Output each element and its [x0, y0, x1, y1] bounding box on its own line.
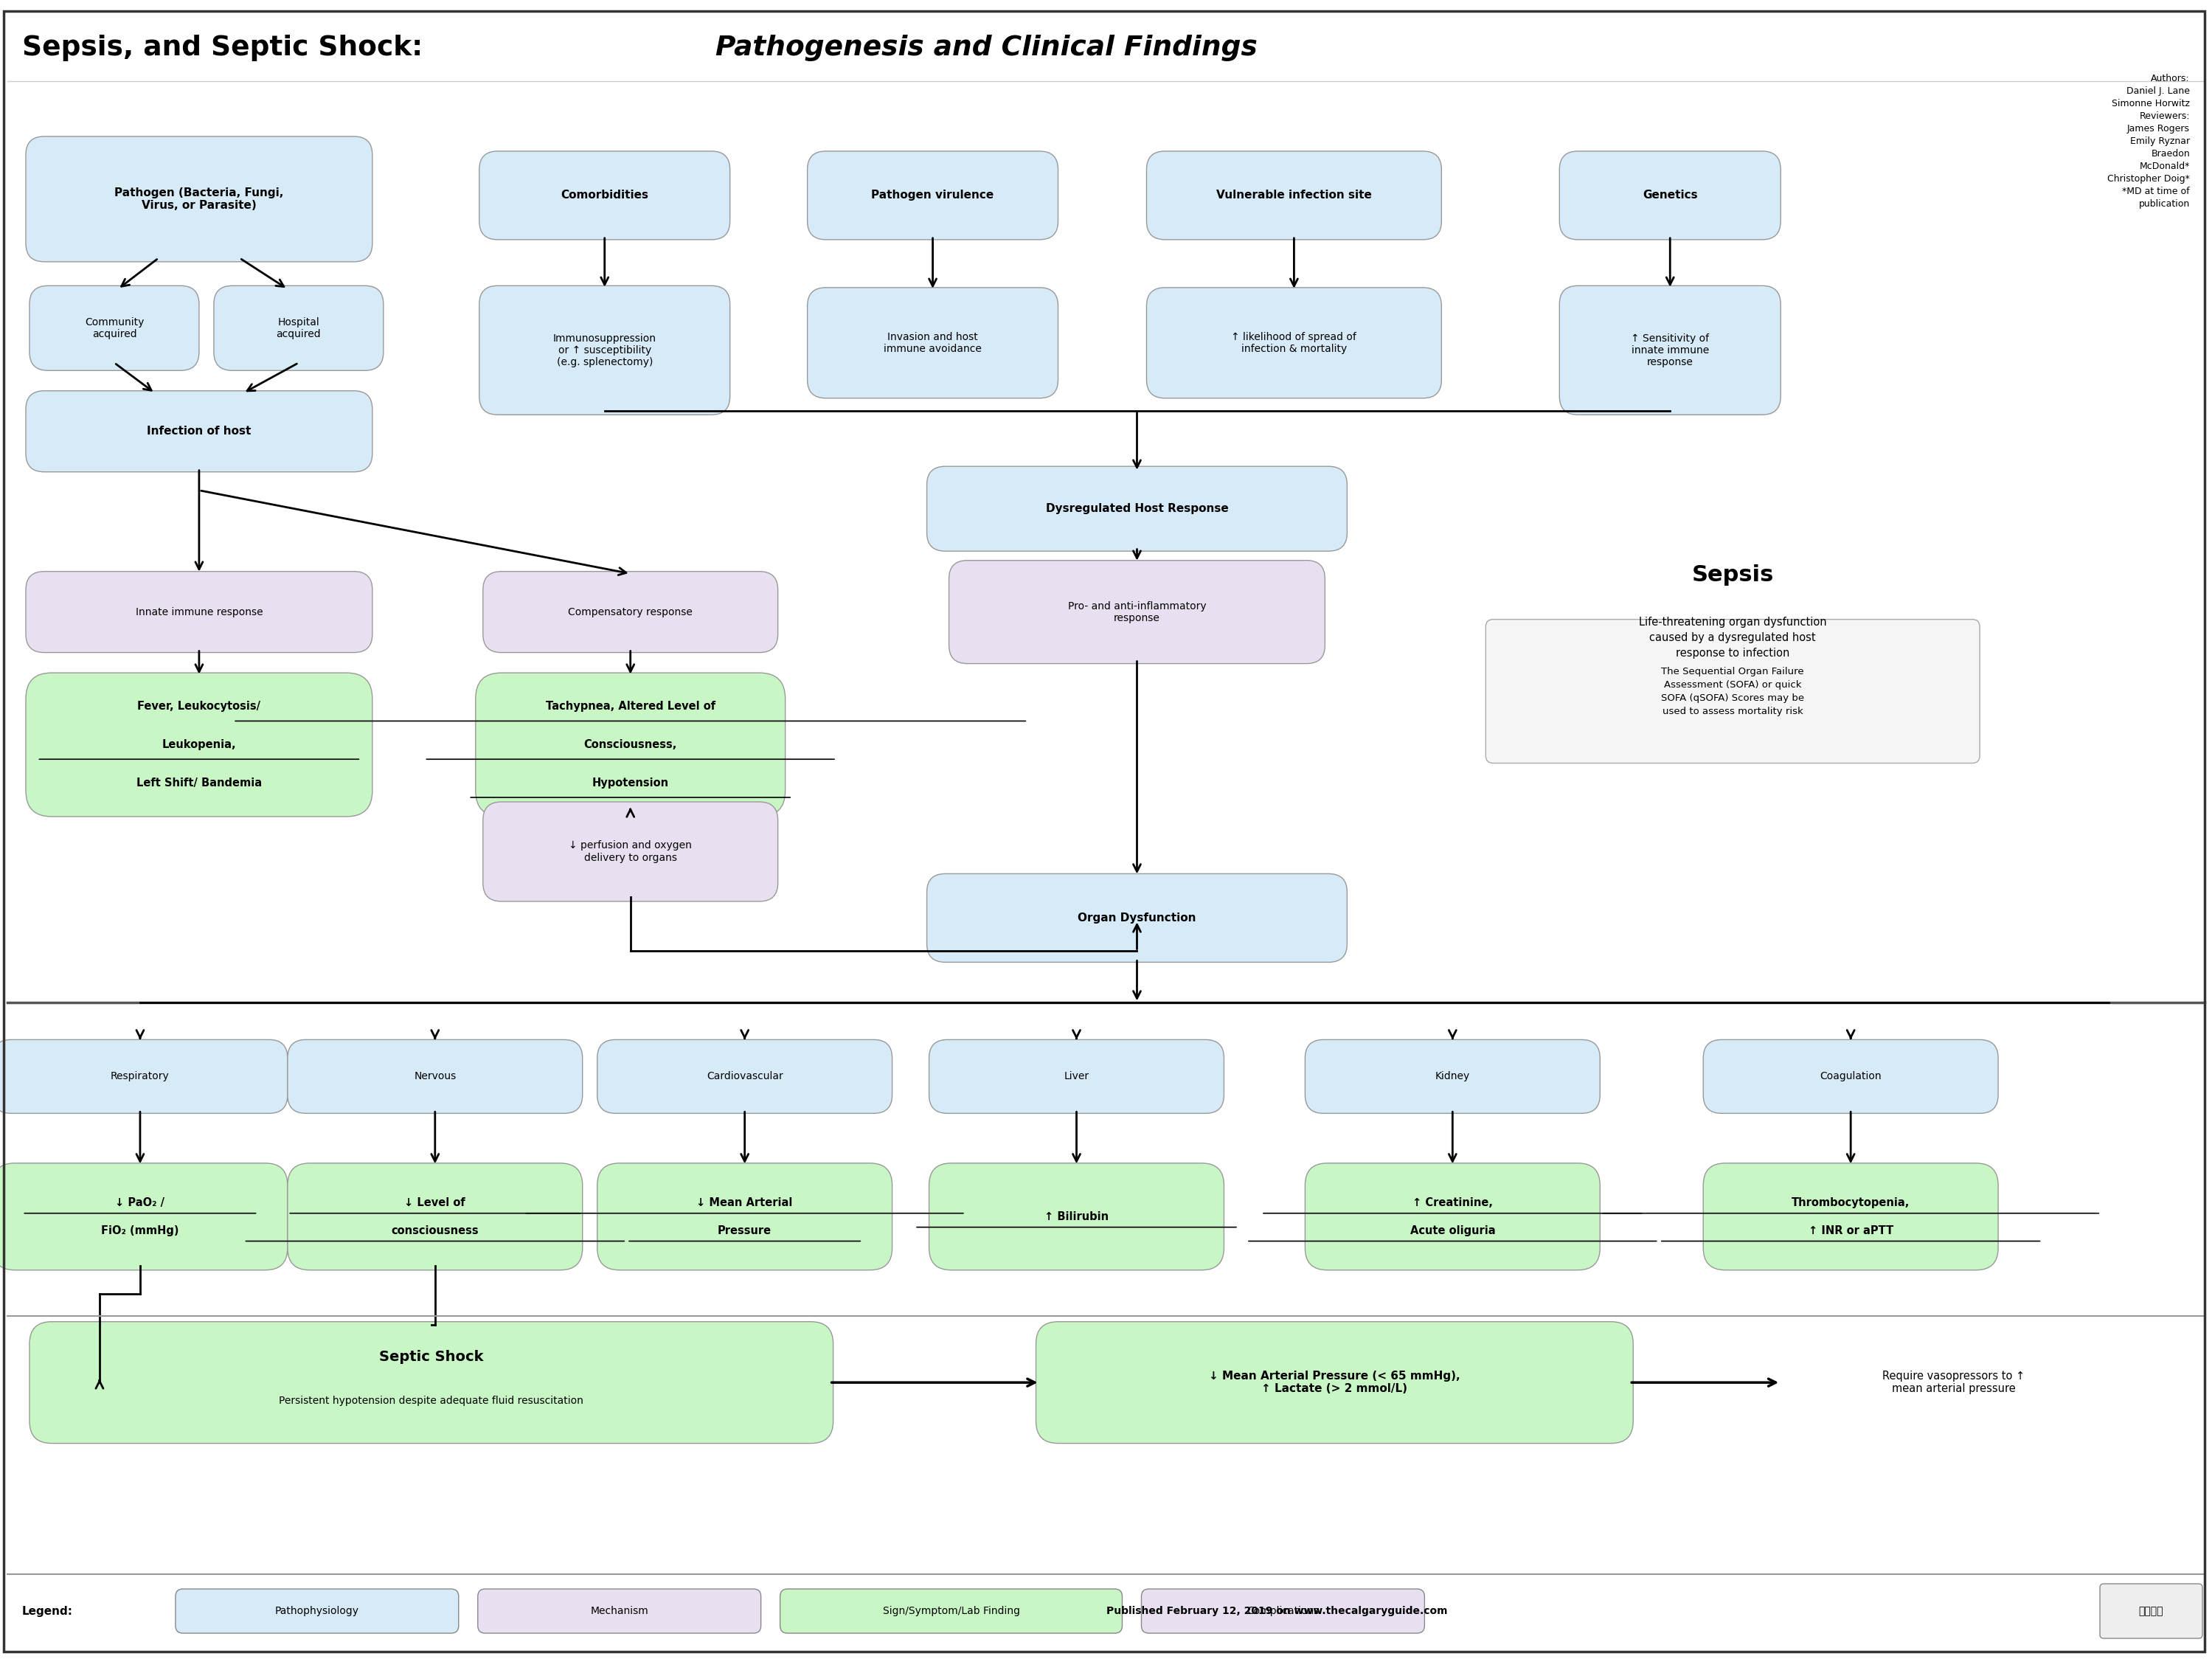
Text: Comorbidities: Comorbidities	[560, 189, 648, 201]
FancyBboxPatch shape	[27, 571, 372, 652]
FancyBboxPatch shape	[0, 1163, 288, 1271]
Text: Persistent hypotension despite adequate fluid resuscitation: Persistent hypotension despite adequate …	[279, 1395, 584, 1407]
Text: Legend:: Legend:	[22, 1606, 73, 1616]
Text: FiO₂ (mmHg): FiO₂ (mmHg)	[102, 1224, 179, 1236]
FancyBboxPatch shape	[29, 285, 199, 370]
Text: Fever, Leukocytosis/: Fever, Leukocytosis/	[137, 702, 261, 712]
FancyBboxPatch shape	[929, 1163, 1223, 1271]
FancyBboxPatch shape	[927, 466, 1347, 551]
Text: Thrombocytopenia,: Thrombocytopenia,	[1792, 1198, 1909, 1208]
Text: ↓ Level of: ↓ Level of	[405, 1198, 465, 1208]
Text: Complications: Complications	[1248, 1606, 1318, 1616]
FancyBboxPatch shape	[1305, 1163, 1599, 1271]
Text: Hospital
acquired: Hospital acquired	[276, 317, 321, 338]
Text: ↑ Sensitivity of
innate immune
response: ↑ Sensitivity of innate immune response	[1630, 333, 1710, 367]
Text: Pathogen (Bacteria, Fungi,
Virus, or Parasite): Pathogen (Bacteria, Fungi, Virus, or Par…	[115, 187, 283, 211]
FancyBboxPatch shape	[1486, 619, 1980, 763]
Text: Pathophysiology: Pathophysiology	[274, 1606, 358, 1616]
Text: Kidney: Kidney	[1436, 1072, 1471, 1082]
FancyBboxPatch shape	[482, 801, 779, 901]
Text: Hypotension: Hypotension	[593, 778, 668, 788]
Text: Septic Shock: Septic Shock	[378, 1350, 484, 1364]
Text: ↓ Mean Arterial Pressure (< 65 mmHg),
↑ Lactate (> 2 mmol/L): ↓ Mean Arterial Pressure (< 65 mmHg), ↑ …	[1210, 1370, 1460, 1395]
Text: Genetics: Genetics	[1644, 189, 1697, 201]
Text: Pressure: Pressure	[717, 1224, 772, 1236]
FancyBboxPatch shape	[27, 136, 372, 262]
Text: ↑ Creatinine,: ↑ Creatinine,	[1411, 1198, 1493, 1208]
Text: consciousness: consciousness	[392, 1224, 478, 1236]
Text: ↑ likelihood of spread of
infection & mortality: ↑ likelihood of spread of infection & mo…	[1232, 332, 1356, 353]
Text: Pathogen virulence: Pathogen virulence	[872, 189, 993, 201]
Text: ↓ perfusion and oxygen
delivery to organs: ↓ perfusion and oxygen delivery to organ…	[568, 841, 692, 863]
Text: Require vasopressors to ↑
mean arterial pressure: Require vasopressors to ↑ mean arterial …	[1882, 1370, 2026, 1395]
Text: Sepsis: Sepsis	[1692, 564, 1774, 586]
FancyBboxPatch shape	[807, 287, 1057, 398]
FancyBboxPatch shape	[1703, 1040, 1997, 1113]
FancyBboxPatch shape	[288, 1040, 582, 1113]
Text: Vulnerable infection site: Vulnerable infection site	[1217, 189, 1371, 201]
FancyBboxPatch shape	[1559, 285, 1781, 415]
Text: Innate immune response: Innate immune response	[135, 607, 263, 617]
Text: Sign/Symptom/Lab Finding: Sign/Symptom/Lab Finding	[883, 1606, 1020, 1616]
Text: Infection of host: Infection of host	[146, 426, 252, 436]
Text: Pro- and anti-inflammatory
response: Pro- and anti-inflammatory response	[1068, 601, 1206, 624]
Text: Left Shift/ Bandemia: Left Shift/ Bandemia	[137, 778, 261, 788]
Text: ↓ PaO₂ /: ↓ PaO₂ /	[115, 1198, 166, 1208]
FancyBboxPatch shape	[1305, 1040, 1599, 1113]
FancyBboxPatch shape	[480, 151, 730, 239]
Text: Dysregulated Host Response: Dysregulated Host Response	[1046, 503, 1228, 514]
Text: Life-threatening organ dysfunction
caused by a dysregulated host
response to inf: Life-threatening organ dysfunction cause…	[1639, 617, 1827, 659]
Text: Immunosuppression
or ↑ susceptibility
(e.g. splenectomy): Immunosuppression or ↑ susceptibility (e…	[553, 333, 657, 367]
FancyBboxPatch shape	[27, 392, 372, 471]
Text: Coagulation: Coagulation	[1820, 1072, 1882, 1082]
FancyBboxPatch shape	[597, 1163, 891, 1271]
Text: Compensatory response: Compensatory response	[568, 607, 692, 617]
FancyBboxPatch shape	[288, 1163, 582, 1271]
FancyBboxPatch shape	[29, 1322, 834, 1443]
Text: Acute oliguria: Acute oliguria	[1409, 1224, 1495, 1236]
Text: Invasion and host
immune avoidance: Invasion and host immune avoidance	[885, 332, 982, 353]
Text: Mechanism: Mechanism	[591, 1606, 648, 1616]
FancyBboxPatch shape	[476, 674, 785, 816]
FancyBboxPatch shape	[927, 874, 1347, 962]
Text: ⒸⓄⓃⓈ: ⒸⓄⓃⓈ	[2139, 1606, 2163, 1616]
FancyBboxPatch shape	[2099, 1584, 2203, 1639]
FancyBboxPatch shape	[1146, 151, 1442, 239]
FancyBboxPatch shape	[929, 1040, 1223, 1113]
Text: ↑ INR or aPTT: ↑ INR or aPTT	[1807, 1224, 1893, 1236]
Text: Pathogenesis and Clinical Findings: Pathogenesis and Clinical Findings	[714, 35, 1256, 61]
Text: Sepsis, and Septic Shock:: Sepsis, and Septic Shock:	[22, 35, 431, 61]
Text: Authors:
Daniel J. Lane
Simonne Horwitz
Reviewers:
James Rogers
Emily Ryznar
Bra: Authors: Daniel J. Lane Simonne Horwitz …	[2108, 73, 2190, 209]
FancyBboxPatch shape	[482, 571, 779, 652]
Text: ↑ Bilirubin: ↑ Bilirubin	[1044, 1211, 1108, 1223]
FancyBboxPatch shape	[0, 1040, 288, 1113]
Text: Organ Dysfunction: Organ Dysfunction	[1077, 912, 1197, 924]
FancyBboxPatch shape	[1146, 287, 1442, 398]
Text: Tachypnea, Altered Level of: Tachypnea, Altered Level of	[546, 702, 714, 712]
Text: Leukopenia,: Leukopenia,	[161, 740, 237, 750]
FancyBboxPatch shape	[215, 285, 383, 370]
FancyBboxPatch shape	[597, 1040, 891, 1113]
Text: The Sequential Organ Failure
Assessment (SOFA) or quick
SOFA (qSOFA) Scores may : The Sequential Organ Failure Assessment …	[1661, 667, 1805, 717]
FancyBboxPatch shape	[175, 1589, 458, 1632]
Text: Consciousness,: Consciousness,	[584, 740, 677, 750]
Text: Cardiovascular: Cardiovascular	[706, 1072, 783, 1082]
FancyBboxPatch shape	[1141, 1589, 1425, 1632]
Text: Published February 12, 2019 on www.thecalgaryguide.com: Published February 12, 2019 on www.theca…	[1106, 1606, 1447, 1616]
Text: Respiratory: Respiratory	[111, 1072, 170, 1082]
FancyBboxPatch shape	[781, 1589, 1121, 1632]
FancyBboxPatch shape	[27, 674, 372, 816]
Text: Nervous: Nervous	[414, 1072, 456, 1082]
FancyBboxPatch shape	[807, 151, 1057, 239]
Text: Community
acquired: Community acquired	[84, 317, 144, 338]
FancyBboxPatch shape	[1035, 1322, 1632, 1443]
FancyBboxPatch shape	[478, 1589, 761, 1632]
Text: ↓ Mean Arterial: ↓ Mean Arterial	[697, 1198, 792, 1208]
FancyBboxPatch shape	[949, 561, 1325, 664]
FancyBboxPatch shape	[480, 285, 730, 415]
FancyBboxPatch shape	[1559, 151, 1781, 239]
Text: Liver: Liver	[1064, 1072, 1088, 1082]
FancyBboxPatch shape	[1703, 1163, 1997, 1271]
